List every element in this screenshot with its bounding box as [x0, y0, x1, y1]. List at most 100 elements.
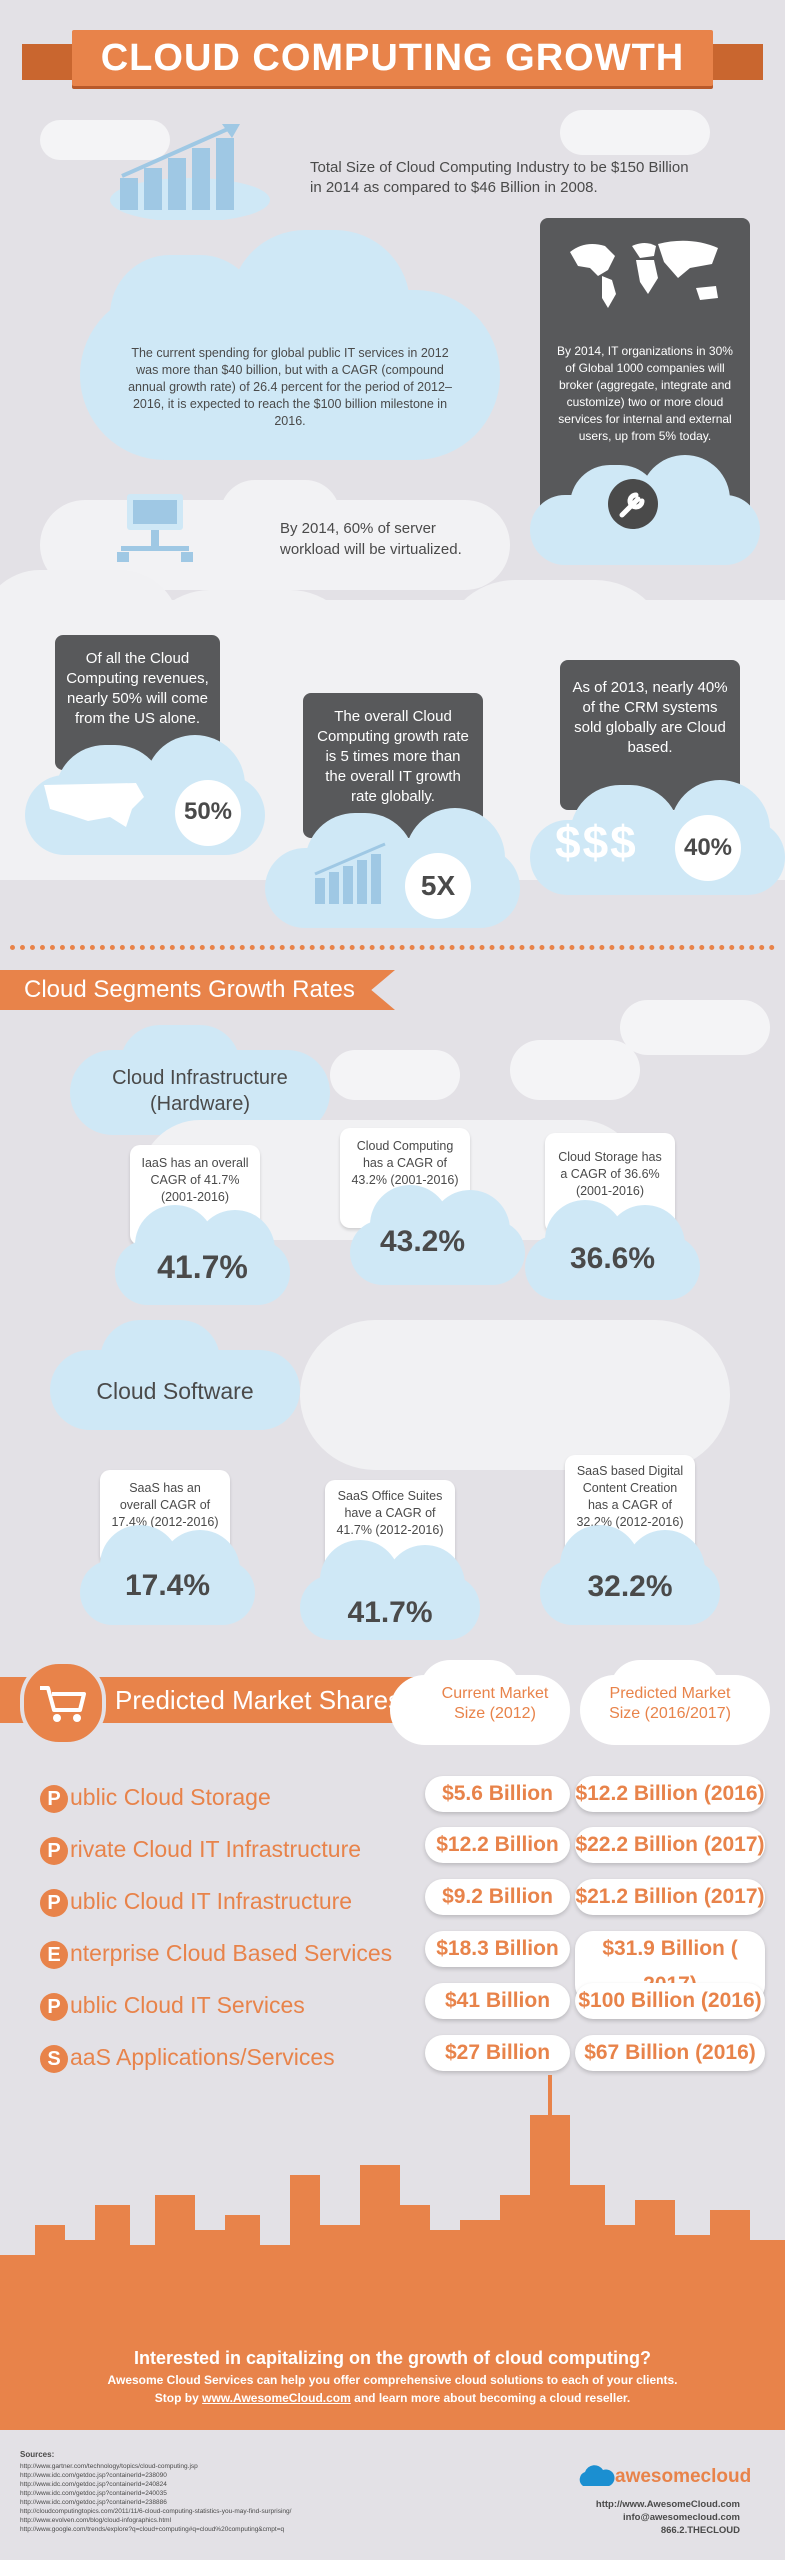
- title-banner: CLOUD COMPUTING GROWTH: [72, 30, 713, 86]
- saas-digital-value: 32.2%: [587, 1570, 673, 1603]
- market-current-value: $27 Billion: [425, 2035, 570, 2071]
- market-current-value: $12.2 Billion: [425, 1827, 570, 1863]
- software-heading: Cloud Software: [96, 1378, 254, 1404]
- software-heading-cloud: Cloud Software: [50, 1320, 300, 1430]
- stat-us-cloud: 50%: [25, 735, 265, 855]
- segment-name: ublic Cloud Storage: [70, 1784, 271, 1810]
- segment-name: rivate Cloud IT Infrastructure: [70, 1836, 362, 1862]
- stat-growth-box: The overall Cloud Computing growth rate …: [303, 693, 483, 838]
- source-item[interactable]: http://www.evolven.com/blog/cloud-infogr…: [20, 2517, 172, 2524]
- cloud-computing-value: 43.2%: [379, 1225, 466, 1258]
- footer: [0, 2430, 785, 2560]
- saas-digital-cloud: 32.2%: [540, 1525, 720, 1625]
- source-item[interactable]: http://www.idc.com/getdoc.jsp?containerI…: [20, 2481, 167, 2488]
- stat-growth-text: The overall Cloud Computing growth rate …: [317, 708, 469, 805]
- iaas-text: IaaS has an overall CAGR of 41.7% (2001-…: [141, 1156, 249, 1204]
- source-item[interactable]: http://www.google.com/trends/explore?q=c…: [20, 2526, 285, 2533]
- segment-name: nterprise Cloud Based Services: [70, 1940, 393, 1966]
- usa-map-icon: [40, 775, 150, 835]
- page-title: CLOUD COMPUTING GROWTH: [100, 37, 685, 79]
- footer-website[interactable]: http://www.AwesomeCloud.com: [595, 2499, 740, 2510]
- background-cloud: [40, 120, 170, 160]
- cart-icon-circle: [20, 1660, 106, 1746]
- stat-us-revenue-value: 50%: [183, 798, 233, 825]
- row-initial: E: [40, 1940, 68, 1969]
- cart-icon: [40, 1686, 86, 1722]
- cta-heading: Interested in capitalizing on the growth…: [134, 2348, 651, 2368]
- current-market-header: Current Market Size (2012): [441, 1685, 549, 1722]
- cloud-storage-value: 36.6%: [569, 1242, 656, 1275]
- saas-cloud: 17.4%: [80, 1525, 255, 1625]
- market-col-clouds: [390, 1660, 785, 1750]
- market-heading: Predicted Market Shares: [115, 1685, 402, 1715]
- stat-growth-cloud: 5X: [265, 808, 520, 928]
- stat-crm-cloud: $$$ 40%: [530, 780, 785, 895]
- iaas-cloud: 41.7%: [115, 1205, 290, 1305]
- logo-cloud-icon: [575, 2464, 615, 2488]
- wrench-cloud: [530, 455, 760, 565]
- row-initial: P: [40, 1836, 68, 1865]
- cloud-storage-cloud: 36.6%: [525, 1200, 700, 1300]
- stat-crm-circle: [675, 815, 741, 881]
- wrench-icon: [608, 479, 658, 529]
- website-link[interactable]: www.AwesomeCloud.com: [202, 2391, 351, 2405]
- background-cloud: [300, 1320, 730, 1470]
- stat-growth-circle: [405, 853, 471, 919]
- saas-office-text: SaaS Office Suites have a CAGR of 41.7% …: [336, 1489, 444, 1537]
- total-size-text: Total Size of Cloud Computing Industry t…: [310, 159, 689, 196]
- source-item[interactable]: http://cloudcomputingtopics.com/2011/11/…: [20, 2508, 292, 2515]
- world-map-icon: [560, 232, 730, 312]
- segments-heading: Cloud Segments Growth Rates: [24, 976, 355, 1003]
- infrastructure-heading-cloud: Cloud Infrastructure (Hardware): [70, 1025, 330, 1135]
- spending-text: The current spending for global public I…: [128, 346, 452, 428]
- market-current-value: $5.6 Billion: [425, 1776, 570, 1812]
- source-item[interactable]: http://www.idc.com/getdoc.jsp?containerI…: [20, 2472, 167, 2479]
- market-predicted-value: $67 Billion (2016): [575, 2035, 765, 2071]
- row-initial: P: [40, 1992, 68, 2021]
- footer-email[interactable]: info@awesomecloud.com: [623, 2512, 740, 2523]
- source-item[interactable]: http://www.gartner.com/technology/topics…: [20, 2463, 198, 2470]
- segments-heading-banner: Cloud Segments Growth Rates: [0, 970, 395, 1010]
- spending-cloud: The current spending for global public I…: [40, 230, 520, 460]
- market-current-value: $41 Billion: [425, 1983, 570, 2019]
- dotted-divider: [10, 945, 775, 950]
- background-cloud: [510, 1040, 640, 1100]
- infrastructure-heading: Cloud Infrastructure (Hardware): [112, 1067, 288, 1115]
- sources-label: Sources:: [20, 2450, 55, 2459]
- market-current-value: $18.3 Billion: [425, 1931, 570, 1967]
- background-cloud: [620, 1000, 770, 1055]
- cloud-computing-text: Cloud Computing has a CAGR of 43.2% (200…: [351, 1139, 459, 1187]
- market-predicted-value: $21.2 Billion (2017): [575, 1879, 765, 1915]
- virtualized-text: By 2014, 60% of server workload will be …: [280, 520, 462, 558]
- row-initial: P: [40, 1784, 68, 1813]
- dollar-signs-icon: $$$: [555, 816, 638, 868]
- city-skyline: [0, 2055, 785, 2355]
- background-cloud: [560, 110, 710, 155]
- market-predicted-value: $100 Billion (2016): [575, 1983, 765, 2019]
- market-predicted-value: $22.2 Billion (2017): [575, 1827, 765, 1863]
- source-item[interactable]: http://www.idc.com/getdoc.jsp?containerI…: [20, 2499, 167, 2506]
- cloud-storage-text: Cloud Storage has a CAGR of 36.6% (2001-…: [558, 1150, 662, 1198]
- cta-line1: Awesome Cloud Services can help you offe…: [107, 2373, 678, 2387]
- cta-line2: Stop by www.AwesomeCloud.com and learn m…: [0, 2391, 785, 2405]
- iaas-value: 41.7%: [157, 1249, 248, 1285]
- logo-text: awesomecloud: [615, 2466, 752, 2487]
- stat-us-revenue-circle: [175, 780, 241, 846]
- source-item[interactable]: http://www.idc.com/getdoc.jsp?containerI…: [20, 2490, 167, 2497]
- saas-office-cloud: 41.7%: [300, 1540, 480, 1640]
- market-current-value: $9.2 Billion: [425, 1879, 570, 1915]
- bar-chart-icon: [110, 120, 270, 222]
- stat-crm-text: As of 2013, nearly 40% of the CRM system…: [572, 679, 728, 756]
- stat-growth-value: 5X: [420, 870, 456, 901]
- saas-office-value: 41.7%: [347, 1596, 433, 1629]
- sources-list: http://www.gartner.com/technology/topics…: [20, 2462, 490, 2534]
- market-predicted-value: $12.2 Billion (2016): [575, 1776, 765, 1812]
- stat-crm-box: As of 2013, nearly 40% of the CRM system…: [560, 660, 740, 810]
- segment-name: ublic Cloud IT Infrastructure: [70, 1888, 353, 1914]
- organizations-text: By 2014, IT organizations in 30% of Glob…: [557, 344, 733, 443]
- row-initial: S: [40, 2044, 68, 2073]
- footer-phone: 866.2.THECLOUD: [660, 2525, 740, 2536]
